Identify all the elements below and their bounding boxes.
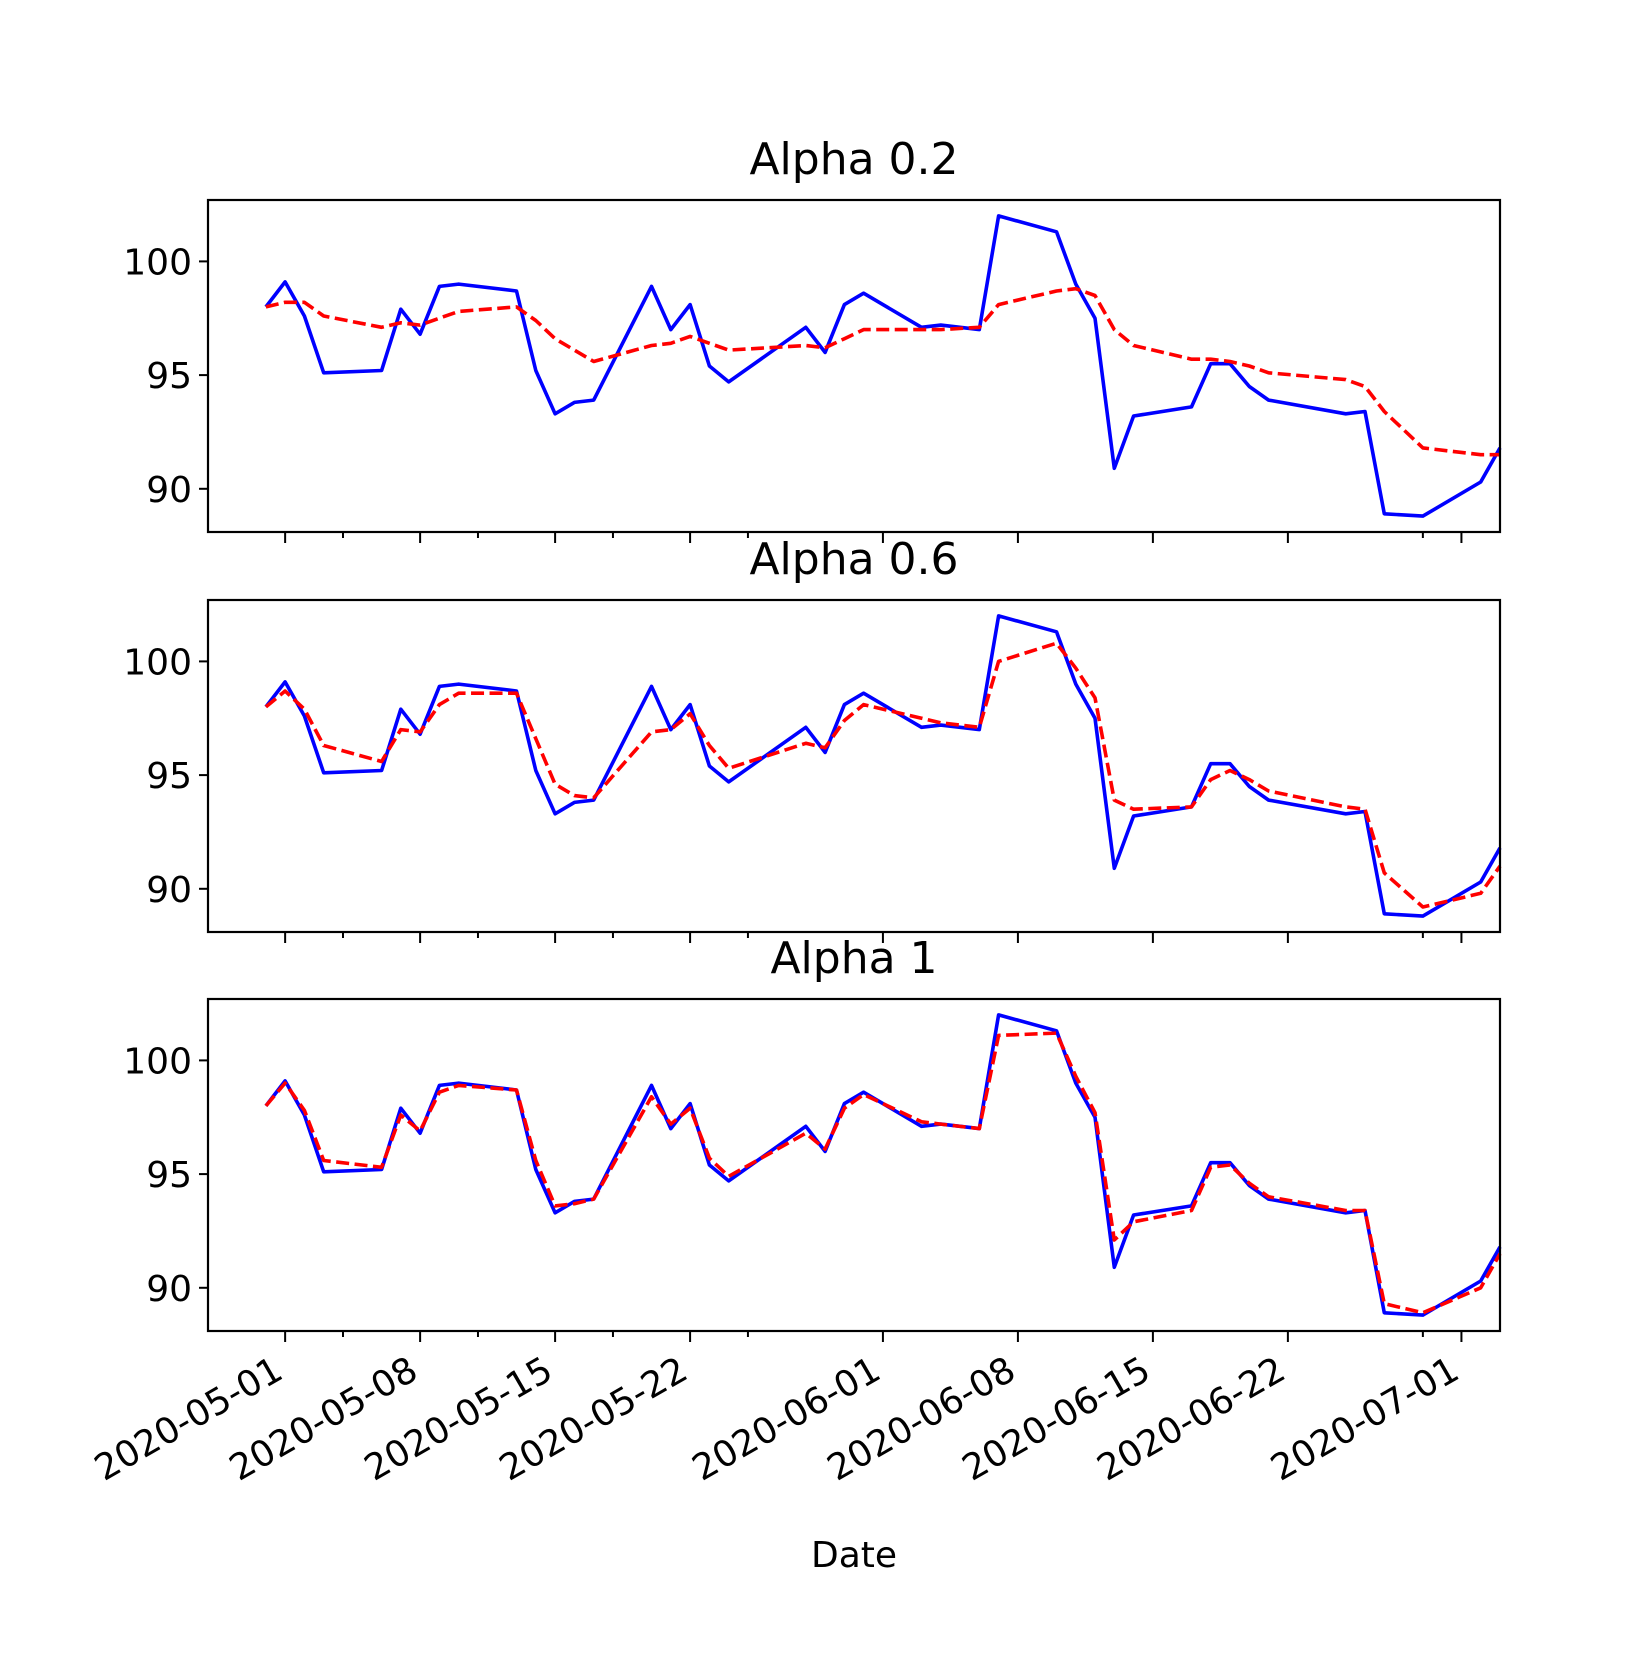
y-tick-label: 95 xyxy=(146,356,192,397)
smoothed-series-line xyxy=(264,1031,1502,1315)
axes-frame xyxy=(206,598,1502,934)
y-tick-label: 95 xyxy=(146,756,192,797)
y-tick-label: 90 xyxy=(146,1269,192,1310)
panel-2: 90 95 100 Alpha 0.6 xyxy=(123,534,1502,943)
y-tick-label: 90 xyxy=(146,870,192,911)
panel-1: 90 95 100 Alpha 0.2 xyxy=(123,134,1502,543)
smoothed-series-line xyxy=(265,286,1500,457)
y-tick-label: 90 xyxy=(146,470,192,511)
panel-title: Alpha 1 xyxy=(770,933,937,984)
x-axis-label: Date xyxy=(811,1535,897,1576)
data-series-line xyxy=(264,1013,1502,1317)
axes-frame xyxy=(206,198,1502,534)
y-tick-label: 100 xyxy=(123,1041,192,1082)
x-tick-label: 2020-07-01 xyxy=(1264,1349,1466,1489)
y-tick-label: 95 xyxy=(146,1155,192,1196)
smoothed-series-line xyxy=(264,641,1502,909)
y-tick-label: 100 xyxy=(123,642,192,683)
panel-title: Alpha 0.2 xyxy=(749,134,958,185)
panel-title: Alpha 0.6 xyxy=(749,534,958,585)
data-series-line xyxy=(264,214,1502,518)
y-tick-label: 100 xyxy=(123,242,192,283)
axes-frame xyxy=(206,997,1502,1333)
data-series-line xyxy=(264,614,1502,918)
